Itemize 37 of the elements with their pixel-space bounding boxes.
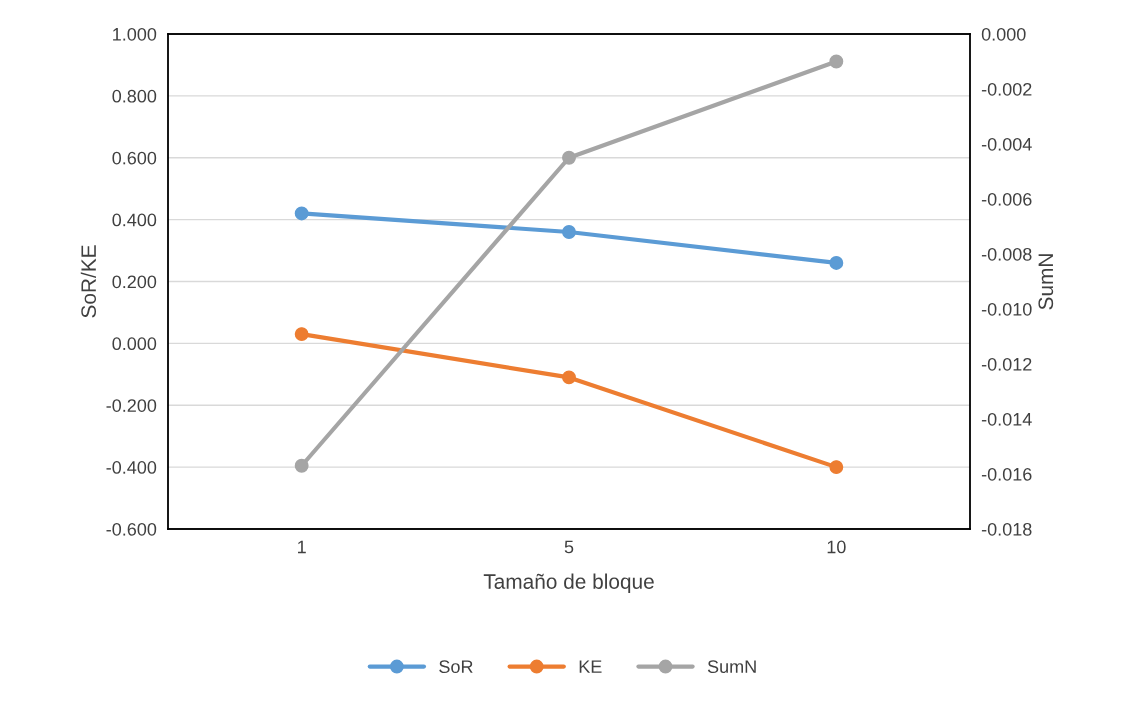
point — [294, 458, 309, 473]
legend-label: KE — [579, 660, 602, 673]
point — [829, 460, 844, 475]
y2-tick-label: -0.014 — [981, 412, 1032, 426]
y2-tick-label: -0.008 — [981, 247, 1032, 261]
legend-label: SumN — [707, 660, 756, 674]
y2-tick-label: -0.016 — [981, 467, 1032, 481]
y-tick-label: -0.600 — [106, 522, 157, 536]
y2-tick-label: -0.004 — [981, 137, 1032, 151]
y2-tick-label: -0.010 — [981, 302, 1032, 316]
point — [562, 225, 576, 239]
y2-tick-label: 0.000 — [981, 27, 1026, 41]
x-axis-title: Tamaño de bloque — [483, 573, 654, 594]
y2-axis-title: SumN — [1038, 254, 1054, 310]
legend-label: SoR — [439, 660, 473, 674]
x-tick-label: 1 — [298, 540, 306, 554]
x-tick-label: 10 — [827, 540, 846, 554]
point — [562, 150, 576, 165]
point — [562, 370, 576, 385]
y2-tick-label: -0.012 — [981, 357, 1032, 371]
y-tick-label: 0.200 — [112, 275, 157, 289]
y-tick-label: 0.000 — [112, 337, 157, 351]
point — [829, 54, 844, 69]
point — [829, 255, 844, 270]
y-tick-label: 0.800 — [112, 89, 157, 103]
y2-tick-label: -0.002 — [981, 82, 1032, 96]
y-tick-label: 0.400 — [112, 213, 157, 227]
y-tick-label: -0.400 — [106, 461, 157, 474]
y-tick-label: -0.200 — [106, 399, 157, 412]
point — [294, 327, 309, 342]
y-tick-label: 0.600 — [112, 151, 157, 165]
x-tick-label: 5 — [564, 540, 574, 554]
point — [294, 206, 309, 221]
y-axis-title: SoR/KE — [80, 245, 97, 318]
y2-tick-label: -0.018 — [981, 522, 1032, 536]
y2-tick-label: -0.006 — [981, 192, 1032, 206]
y-tick-label: 1.000 — [113, 27, 157, 41]
